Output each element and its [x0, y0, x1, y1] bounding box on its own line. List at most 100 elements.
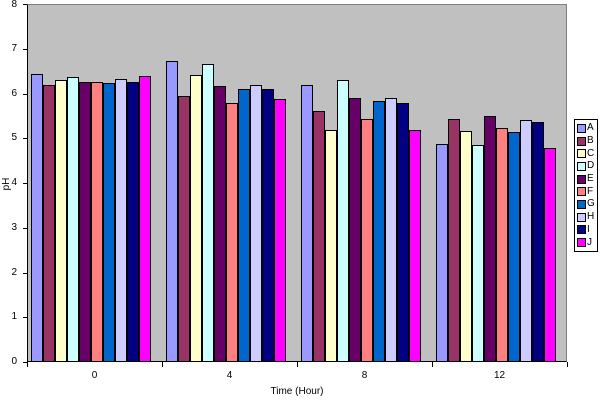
bar-J-4: [274, 99, 286, 362]
bar-B-12: [448, 119, 460, 362]
legend-swatch-icon: [577, 136, 586, 146]
bar-H-12: [520, 120, 532, 362]
legend-label: C: [587, 147, 595, 159]
y-tick-label: 0: [11, 356, 17, 367]
bar-D-8: [337, 80, 349, 362]
bar-C-12: [460, 131, 472, 362]
bar-J-0: [139, 76, 151, 362]
bar-B-0: [43, 85, 55, 362]
bar-F-12: [496, 128, 508, 362]
y-axis-title: pH: [1, 177, 12, 191]
y-tick-label: 5: [11, 132, 17, 144]
bar-H-0: [115, 79, 127, 362]
bar-B-8: [313, 111, 325, 362]
legend-item-A: A: [577, 123, 596, 134]
x-tick-mark: [27, 362, 28, 367]
y-tick-mark: [23, 272, 27, 274]
x-tick-label: 4: [226, 370, 233, 381]
y-tick-label: 4: [11, 177, 17, 188]
x-tick-label: 8: [361, 370, 368, 381]
y-tick-mark: [23, 317, 27, 319]
x-axis-title: Time (Hour): [270, 386, 324, 397]
legend-label: J: [587, 236, 592, 248]
legend-item-H: H: [577, 212, 596, 223]
bar-E-12: [484, 116, 496, 362]
legend-label: G: [587, 198, 595, 210]
y-tick-label: 8: [11, 0, 17, 10]
bar-A-0: [31, 74, 43, 362]
y-tick-label: 1: [11, 311, 17, 323]
bar-F-4: [226, 103, 238, 362]
x-tick-mark: [162, 362, 163, 367]
bar-D-12: [472, 145, 484, 362]
bar-D-4: [202, 64, 214, 362]
bar-I-8: [397, 103, 409, 362]
y-tick-label: 2: [11, 266, 17, 278]
x-tick-mark: [432, 362, 433, 367]
legend-label: I: [587, 223, 590, 235]
legend-swatch-icon: [577, 187, 586, 197]
x-tick-mark: [567, 362, 568, 367]
legend-swatch-icon: [577, 149, 586, 159]
bar-E-4: [214, 86, 226, 362]
y-tick-mark: [23, 362, 27, 363]
bar-C-4: [190, 75, 202, 362]
bar-F-8: [361, 119, 373, 362]
bar-H-4: [250, 85, 262, 362]
legend-label: E: [587, 173, 594, 185]
bar-E-0: [79, 82, 91, 362]
legend-label: H: [587, 211, 595, 223]
legend-item-F: F: [577, 186, 596, 197]
x-tick-label: 0: [91, 370, 98, 381]
bar-C-0: [55, 80, 67, 362]
y-tick-mark: [23, 48, 27, 50]
bar-I-0: [127, 82, 139, 362]
bar-J-12: [544, 148, 556, 362]
legend-swatch-icon: [577, 199, 586, 209]
legend-label: D: [587, 160, 595, 172]
y-tick-mark: [23, 138, 27, 140]
legend-item-G: G: [577, 199, 596, 210]
bar-F-0: [91, 82, 103, 362]
bar-J-8: [409, 130, 421, 362]
y-tick-mark: [23, 4, 27, 5]
bar-H-8: [385, 98, 397, 362]
legend-item-E: E: [577, 174, 596, 185]
bar-B-4: [178, 96, 190, 362]
bar-I-12: [532, 122, 544, 362]
y-tick-label: 3: [11, 221, 17, 233]
bar-G-12: [508, 132, 520, 362]
y-tick-label: 6: [11, 87, 17, 99]
legend-swatch-icon: [577, 161, 586, 171]
bar-G-0: [103, 83, 115, 362]
legend-swatch-icon: [577, 238, 586, 248]
legend-item-I: I: [577, 224, 596, 235]
bar-G-8: [373, 101, 385, 362]
y-tick-label: 7: [11, 42, 17, 54]
legend-item-B: B: [577, 136, 596, 147]
legend-item-C: C: [577, 148, 596, 159]
legend-label: F: [587, 185, 594, 197]
bar-E-8: [349, 98, 361, 362]
bar-I-4: [262, 89, 274, 362]
bar-A-8: [301, 85, 313, 362]
bar-A-12: [436, 144, 448, 362]
x-tick-mark: [297, 362, 298, 367]
legend-item-J: J: [577, 237, 596, 248]
x-tick-label: 12: [493, 370, 506, 381]
legend-swatch-icon: [577, 174, 586, 184]
bar-D-0: [67, 77, 79, 362]
legend-item-D: D: [577, 161, 596, 172]
bar-A-4: [166, 61, 178, 362]
y-tick-mark: [23, 93, 27, 95]
legend-swatch-icon: [577, 212, 586, 222]
y-tick-mark: [23, 227, 27, 229]
legend-swatch-icon: [577, 225, 586, 235]
bar-C-8: [325, 130, 337, 362]
bar-G-4: [238, 89, 250, 362]
y-tick-mark: [23, 183, 27, 184]
legend-label: A: [587, 122, 594, 134]
legend-label: B: [587, 135, 594, 147]
